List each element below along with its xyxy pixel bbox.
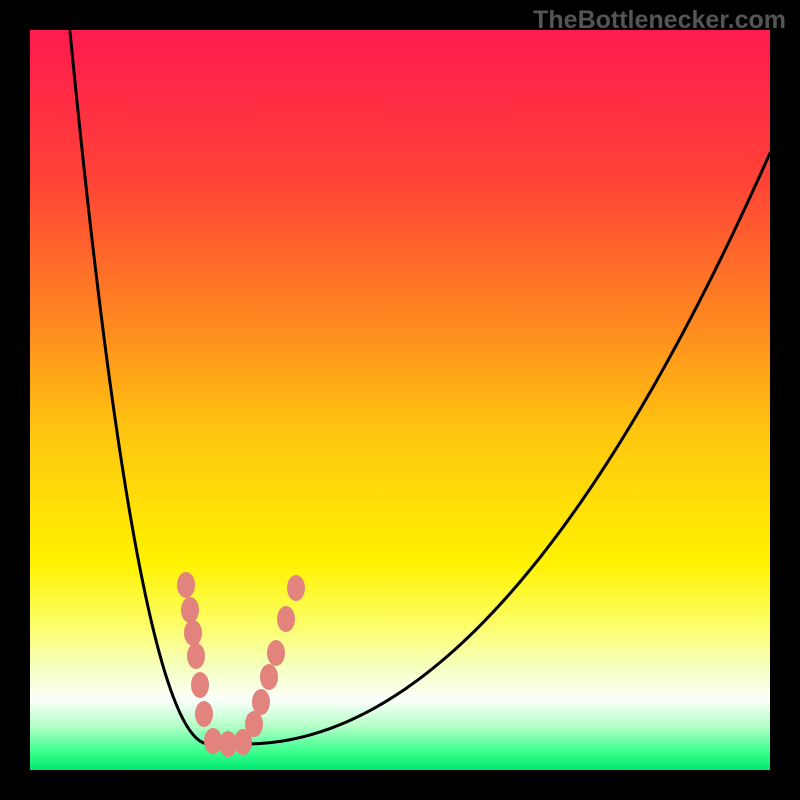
marker-right-3 [267,640,285,666]
marker-left-4 [191,672,209,698]
marker-right-2 [260,664,278,690]
watermark-text: TheBottlenecker.com [533,6,786,35]
plot-svg [30,30,770,770]
plot-area [30,30,770,770]
gradient-background [30,30,770,770]
marker-left-1 [181,597,199,623]
marker-left-2 [184,620,202,646]
marker-left-5 [195,701,213,727]
chart-container: TheBottlenecker.com [0,0,800,800]
marker-right-4 [277,606,295,632]
marker-left-0 [177,572,195,598]
marker-right-1 [252,689,270,715]
marker-right-5 [287,575,305,601]
marker-left-3 [187,643,205,669]
